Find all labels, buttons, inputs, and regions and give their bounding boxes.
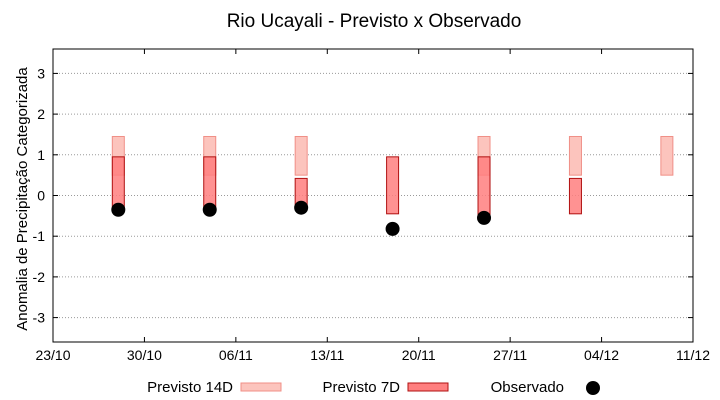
legend-swatch: [240, 382, 282, 392]
x-tick-label: 04/12: [584, 347, 619, 363]
observed-point: [202, 202, 217, 217]
forecast-7d-box: [477, 156, 491, 219]
x-tick-label: 27/11: [493, 347, 527, 363]
legend-label: Observado: [491, 379, 564, 396]
chart-title: Rio Ucayali - Previsto x Observado: [227, 11, 522, 32]
y-tick-label: -2: [33, 269, 46, 285]
x-tick-label: 20/11: [402, 347, 436, 363]
y-tick-label: 0: [37, 188, 45, 204]
forecast-14d-box: [568, 135, 582, 176]
legend-label: Previsto 7D: [322, 379, 400, 396]
forecast-14d-box: [660, 135, 674, 176]
y-axis-label: Anomalia de Precipitação Categorizada: [14, 67, 31, 331]
forecast-7d-box: [568, 177, 582, 215]
y-tick-label: 3: [37, 65, 45, 81]
legend-swatch: [407, 382, 449, 392]
y-tick-label: 1: [37, 147, 45, 163]
forecast-7d-box: [111, 156, 125, 211]
y-tick-label: -1: [33, 228, 46, 244]
x-tick-label: 23/10: [35, 347, 70, 363]
ticks-layer: -3 -2 -1 0 1 2 3 23/10 30/10 06/11 13/11 20/11 27/11…: [33, 49, 710, 363]
legend-swatch: [586, 381, 600, 395]
forecast-7d-box: [386, 156, 400, 215]
x-tick-label: 11/12: [676, 347, 710, 363]
y-tick-label: -3: [33, 310, 46, 326]
observed-point: [385, 221, 400, 236]
forecast-7d-box: [203, 156, 217, 211]
y-tick-label: 2: [37, 106, 45, 122]
legend-label: Previsto 14D: [147, 379, 233, 396]
marks-layer: [111, 135, 674, 236]
legend-layer: Previsto 14D Previsto 7D Observado: [147, 379, 600, 396]
observed-point: [111, 202, 126, 217]
x-tick-label: 30/10: [127, 347, 162, 363]
forecast-14d-box: [294, 135, 308, 176]
x-tick-label: 13/11: [310, 347, 344, 363]
grid-layer: [53, 72, 693, 319]
observed-point: [477, 210, 492, 225]
observed-point: [294, 200, 309, 215]
x-tick-label: 06/11: [219, 347, 253, 363]
